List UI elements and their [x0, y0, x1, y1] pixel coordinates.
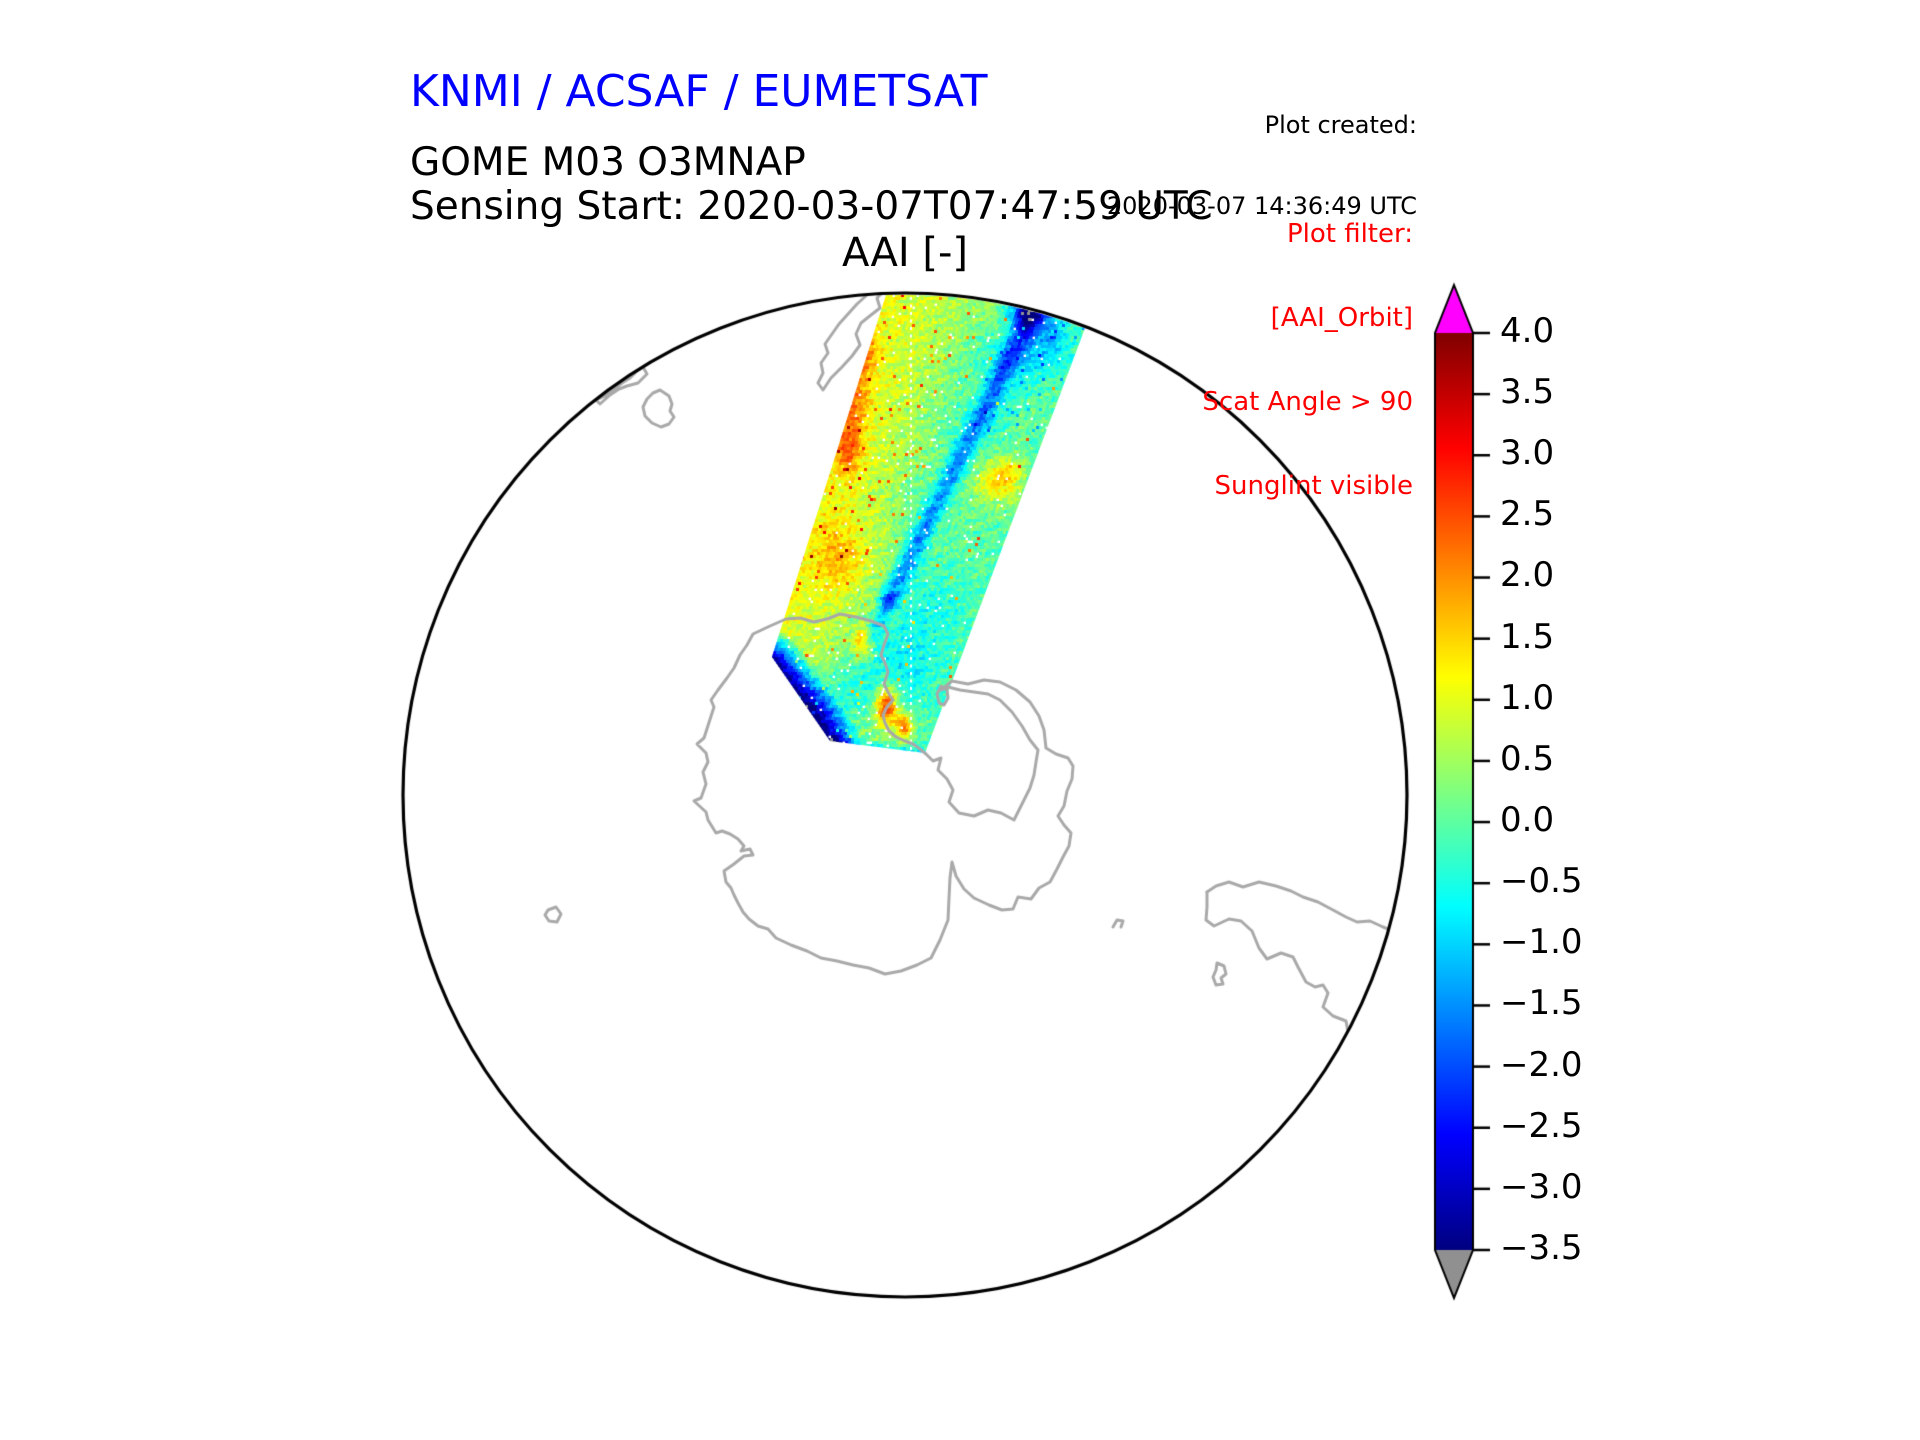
- org-title: KNMI / ACSAF / EUMETSAT: [410, 66, 988, 117]
- plot-filter-line: Sunglint visible: [1214, 471, 1413, 501]
- colorbar-tick-label: 2.0: [1500, 555, 1555, 596]
- colorbar-tick-label: 0.5: [1500, 738, 1555, 779]
- colorbar-tick-label: 2.5: [1500, 494, 1555, 535]
- colorbar-tick-label: −1.0: [1500, 922, 1583, 963]
- sensing-start-label: Sensing Start: 2020-03-07T07:47:59 UTC: [410, 184, 1213, 229]
- colorbar-tick-label: 0.0: [1500, 800, 1555, 841]
- colorbar-tick-label: −2.5: [1500, 1105, 1583, 1146]
- plot-filter-line: [AAI_Orbit]: [1270, 303, 1413, 333]
- plot-created-label: Plot created:: [1264, 111, 1417, 139]
- colorbar-tick-label: −2.0: [1500, 1044, 1583, 1085]
- colorbar-tick-label: −0.5: [1500, 861, 1583, 902]
- colorbar-tick-label: 3.5: [1500, 372, 1555, 413]
- colorbar-tick-label: 1.0: [1500, 677, 1555, 718]
- colorbar-tick-label: 4.0: [1500, 310, 1555, 351]
- colorbar-tick-label: −1.5: [1500, 983, 1583, 1024]
- plot-filter-line: Scat Angle > 90: [1202, 387, 1413, 417]
- map-title: AAI [-]: [842, 230, 968, 276]
- colorbar-tick-label: 3.0: [1500, 433, 1555, 474]
- plot-filter-block: Plot filter: [AAI_Orbit] Scat Angle > 90…: [1202, 164, 1413, 556]
- colorbar-tick-label: 1.5: [1500, 616, 1555, 657]
- product-id: GOME M03 O3MNAP: [410, 140, 806, 185]
- plot-filter-line: Plot filter:: [1286, 219, 1413, 249]
- colorbar-tick-label: −3.0: [1500, 1166, 1583, 1207]
- plot-created-block: Plot created: 2020-03-07 14:36:49 UTC: [1107, 58, 1417, 274]
- plot-created-datetime: 2020-03-07 14:36:49 UTC: [1106, 192, 1417, 220]
- colorbar-tick-label: −3.5: [1500, 1227, 1583, 1268]
